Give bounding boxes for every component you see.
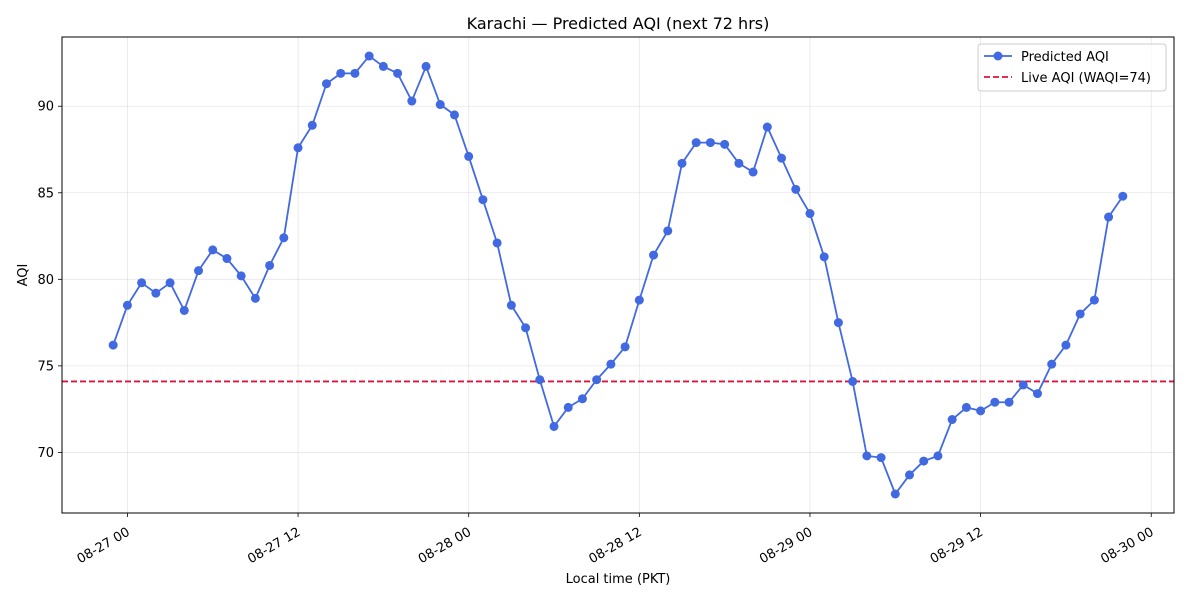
data-point bbox=[506, 300, 516, 310]
data-point bbox=[649, 250, 659, 260]
data-point bbox=[634, 295, 644, 305]
data-point bbox=[194, 266, 204, 276]
data-point bbox=[1104, 212, 1114, 222]
data-point bbox=[933, 451, 943, 461]
data-point bbox=[961, 402, 971, 412]
data-point bbox=[478, 195, 488, 205]
plot-frame bbox=[61, 36, 1175, 514]
y-tick-label: 75 bbox=[37, 359, 54, 374]
y-tick-label: 70 bbox=[37, 446, 54, 461]
data-point bbox=[250, 293, 260, 303]
data-point bbox=[393, 68, 403, 78]
data-point bbox=[791, 184, 801, 194]
data-point bbox=[165, 278, 175, 288]
data-point bbox=[947, 415, 957, 425]
data-point bbox=[919, 456, 929, 466]
data-point bbox=[279, 233, 289, 243]
y-tick-label: 80 bbox=[37, 273, 54, 288]
data-point bbox=[720, 139, 730, 149]
data-point bbox=[848, 376, 858, 386]
data-point bbox=[1075, 309, 1085, 319]
y-axis-ticks: 70 75 80 85 90 bbox=[37, 100, 62, 461]
chart-title: Karachi — Predicted AQI (next 72 hrs) bbox=[467, 14, 770, 33]
data-point bbox=[890, 489, 900, 499]
data-point bbox=[208, 245, 218, 255]
data-point bbox=[563, 402, 573, 412]
x-axis-label: Local time (PKT) bbox=[566, 572, 671, 587]
data-point bbox=[122, 300, 132, 310]
data-point bbox=[307, 120, 317, 130]
data-point bbox=[1118, 191, 1128, 201]
data-point bbox=[378, 61, 388, 71]
data-point bbox=[762, 122, 772, 132]
data-point bbox=[449, 110, 459, 120]
data-point bbox=[777, 153, 787, 163]
data-point bbox=[535, 375, 545, 385]
data-point bbox=[976, 406, 986, 416]
data-point bbox=[521, 323, 531, 333]
data-point bbox=[336, 68, 346, 78]
data-point bbox=[705, 138, 715, 148]
data-point bbox=[137, 278, 147, 288]
grid-lines bbox=[62, 37, 1174, 513]
data-point bbox=[833, 318, 843, 328]
data-point bbox=[748, 167, 758, 177]
y-axis-label: AQI bbox=[16, 264, 31, 287]
legend-series-marker bbox=[993, 51, 1003, 61]
data-point bbox=[905, 470, 915, 480]
data-point bbox=[734, 158, 744, 168]
data-point bbox=[805, 209, 815, 219]
legend-series-label: Predicted AQI bbox=[1021, 50, 1109, 65]
legend: Predicted AQI Live AQI (WAQI=74) bbox=[977, 43, 1167, 92]
data-point bbox=[464, 151, 474, 161]
data-point bbox=[1047, 359, 1057, 369]
data-point bbox=[179, 305, 189, 315]
y-tick-label: 90 bbox=[37, 100, 54, 115]
series-group bbox=[108, 51, 1128, 499]
data-point bbox=[592, 375, 602, 385]
data-point bbox=[108, 340, 118, 350]
data-point bbox=[222, 254, 232, 264]
legend-reference-label: Live AQI (WAQI=74) bbox=[1021, 71, 1151, 86]
data-point bbox=[236, 271, 246, 281]
data-point bbox=[620, 342, 630, 352]
data-point bbox=[1089, 295, 1099, 305]
data-point bbox=[691, 138, 701, 148]
data-point bbox=[677, 158, 687, 168]
data-point bbox=[364, 51, 374, 61]
data-point bbox=[577, 394, 587, 404]
data-point bbox=[435, 100, 445, 110]
data-point bbox=[407, 96, 417, 106]
legend-box bbox=[977, 43, 1167, 92]
data-point bbox=[606, 359, 616, 369]
data-point bbox=[321, 79, 331, 89]
data-point bbox=[1018, 380, 1028, 390]
data-point bbox=[350, 68, 360, 78]
data-point bbox=[492, 238, 502, 248]
data-point bbox=[862, 451, 872, 461]
data-point bbox=[293, 143, 303, 153]
data-point bbox=[1061, 340, 1071, 350]
y-tick-label: 85 bbox=[37, 186, 54, 201]
data-point bbox=[549, 421, 559, 431]
data-point bbox=[990, 397, 1000, 407]
data-point bbox=[876, 453, 886, 463]
data-point bbox=[421, 61, 431, 71]
data-point bbox=[151, 288, 161, 298]
data-point bbox=[265, 260, 275, 270]
data-point bbox=[1032, 389, 1042, 399]
data-point bbox=[1004, 397, 1014, 407]
data-point bbox=[663, 226, 673, 236]
data-point bbox=[819, 252, 829, 262]
